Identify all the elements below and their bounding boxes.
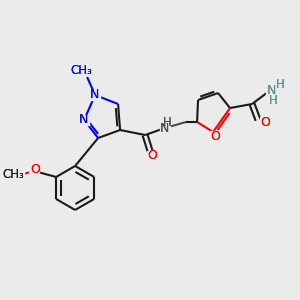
Text: H: H — [268, 94, 278, 106]
Text: N: N — [159, 122, 169, 134]
Text: H: H — [163, 116, 171, 128]
Text: N: N — [266, 83, 276, 97]
Text: N: N — [78, 112, 88, 125]
Bar — [29, 166, 39, 176]
Text: O: O — [210, 130, 220, 142]
Text: O: O — [260, 116, 270, 128]
Text: O: O — [147, 149, 157, 163]
Text: CH₃: CH₃ — [2, 169, 24, 182]
Bar — [70, 65, 92, 75]
Bar — [210, 131, 220, 141]
Text: CH₃: CH₃ — [2, 169, 24, 182]
Text: O: O — [260, 116, 270, 128]
Text: CH₃: CH₃ — [70, 64, 92, 76]
Text: N: N — [159, 122, 169, 134]
Text: H: H — [276, 77, 284, 91]
Bar — [2, 170, 24, 180]
Bar — [260, 117, 270, 127]
Bar — [147, 151, 157, 161]
Text: N: N — [89, 88, 99, 100]
Text: N: N — [266, 83, 276, 97]
Text: N: N — [89, 88, 99, 100]
Text: H: H — [163, 116, 171, 128]
Bar — [160, 123, 170, 133]
Bar — [90, 90, 100, 100]
Text: H: H — [268, 94, 278, 106]
Text: O: O — [147, 149, 157, 163]
Text: O: O — [30, 164, 40, 176]
Bar — [79, 115, 89, 125]
Text: H: H — [276, 77, 284, 91]
Text: CH₃: CH₃ — [70, 64, 92, 76]
Text: N: N — [78, 112, 88, 125]
Bar — [266, 85, 276, 95]
Text: O: O — [30, 164, 40, 176]
Text: O: O — [210, 130, 220, 142]
